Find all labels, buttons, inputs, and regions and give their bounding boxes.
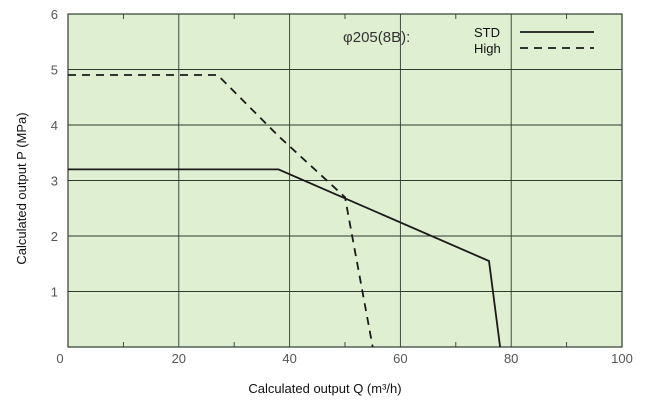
y-tick-label: 3 (51, 174, 58, 189)
x-tick-label: 20 (172, 351, 186, 366)
series-line-std (68, 168, 501, 348)
x-tick-label: 40 (282, 351, 296, 366)
x-axis-title: Calculated output Q (m³/h) (248, 381, 401, 396)
legend-label-high: High (474, 41, 501, 56)
legend-title: φ205(8B): (343, 29, 410, 46)
series-line-high (68, 74, 374, 348)
plot-border (67, 13, 623, 348)
x-tick-label: 100 (611, 351, 633, 366)
series-layer (68, 74, 501, 348)
x-tick-label: 0 (56, 351, 63, 366)
legend-label-std: STD (474, 25, 500, 40)
y-axis-title: Calculated output P (MPa) (14, 112, 29, 264)
y-tick-label: 5 (51, 63, 58, 78)
y-tick-label: 1 (51, 285, 58, 300)
y-tick-label: 6 (51, 7, 58, 22)
x-tick-label: 60 (393, 351, 407, 366)
y-tick-label: 2 (51, 229, 58, 244)
y-tick-label: 4 (51, 118, 58, 133)
tick-labels: 0 20 40 60 80 100 1 2 3 4 5 6 (51, 7, 633, 366)
grid (67, 13, 623, 348)
x-tick-label: 80 (504, 351, 518, 366)
